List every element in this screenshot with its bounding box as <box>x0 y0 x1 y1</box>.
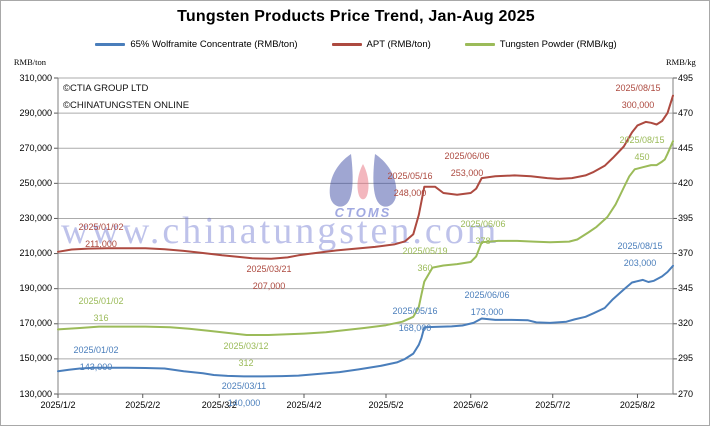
annotation-date: 2025/01/02 <box>73 345 119 355</box>
right-axis-tick-label: 295 <box>678 353 694 364</box>
annotation-date: 2025/06/06 <box>464 290 510 300</box>
x-axis-tick-label: 2025/1/2 <box>40 400 76 410</box>
annotation-date: 2025/03/21 <box>246 264 292 274</box>
annotation-wolframite: 2025/08/15 203,000 <box>578 238 702 272</box>
left-axis-unit: RMB/ton <box>13 57 46 67</box>
apt-line-swatch <box>331 43 362 46</box>
legend-item-powder: Tungsten Powder (RMB/kg) <box>464 39 617 50</box>
annotation-date: 2025/03/11 <box>221 381 267 391</box>
left-axis-tick-label: 170,000 <box>19 318 52 329</box>
annotation-value: 168,000 <box>398 323 432 333</box>
right-axis-tick-label: 270 <box>678 388 694 399</box>
legend-label-powder: Tungsten Powder (RMB/kg) <box>499 39 617 50</box>
right-axis-tick-label: 470 <box>678 107 694 118</box>
copyright-text: ©CTIA GROUP LTD ©CHINATUNGSTEN ONLINE <box>63 80 189 114</box>
annotation-powder: 2025/08/15 450 <box>580 132 704 166</box>
annotation-powder: 2025/03/12 312 <box>184 338 308 372</box>
x-axis-tick-label: 2025/2/2 <box>125 400 161 410</box>
annotation-value: 300,000 <box>621 100 655 110</box>
annotation-value: 450 <box>634 152 650 162</box>
annotation-powder: 2025/01/02 316 <box>39 293 163 327</box>
annotation-date: 2025/08/15 <box>615 83 661 93</box>
powder-line-swatch <box>464 43 495 46</box>
annotation-apt: 2025/08/15 300,000 <box>576 80 700 114</box>
annotation-value: 312 <box>238 358 254 368</box>
x-axis-tick-label: 2025/7/2 <box>535 400 571 410</box>
right-axis-tick-label: 370 <box>678 248 694 259</box>
x-axis-tick-label: 2025/4/2 <box>286 400 322 410</box>
logo-right-petal <box>373 154 397 207</box>
chart-title: Tungsten Products Price Trend, Jan-Aug 2… <box>177 8 535 25</box>
left-axis-tick-label: 310,000 <box>19 72 52 83</box>
watermark-logo: CTOMS <box>329 154 397 220</box>
annotation-date: 2025/06/06 <box>444 151 490 161</box>
legend: 65% Wolframite Concentrate (RMB/ton) APT… <box>1 39 709 50</box>
wolframite-line-swatch <box>95 43 126 46</box>
annotation-date: 2025/08/15 <box>619 135 665 145</box>
annotation-value: 140,000 <box>227 398 261 408</box>
annotation-wolframite: 2025/05/16 168,000 <box>353 303 477 337</box>
series-line-wolframite <box>57 264 674 378</box>
x-axis-tick-label: 2025/5/2 <box>368 400 404 410</box>
annotation-value: 207,000 <box>252 281 286 291</box>
annotation-wolframite: 2025/03/11 140,000 <box>182 378 306 412</box>
annotation-date: 2025/03/12 <box>223 341 269 351</box>
right-axis-tick-label: 395 <box>678 212 694 223</box>
legend-item-apt: APT (RMB/ton) <box>331 39 431 50</box>
annotation-apt: 2025/03/21 207,000 <box>207 261 331 295</box>
right-axis-tick-label: 445 <box>678 142 694 153</box>
left-axis-tick-label: 190,000 <box>19 283 52 294</box>
annotation-date: 2025/05/16 <box>392 306 438 316</box>
x-axis-tick-label: 2025/3/2 <box>201 400 237 410</box>
right-axis-tick-label: 345 <box>678 283 694 294</box>
annotation-value: 173,000 <box>470 307 504 317</box>
copyright-line-1: ©CTIA GROUP LTD <box>63 83 149 94</box>
left-axis-tick-label: 210,000 <box>19 248 52 259</box>
annotation-apt: 2025/06/06 253,000 <box>405 148 529 182</box>
left-axis-tick-label: 290,000 <box>19 107 52 118</box>
annotation-value: 253,000 <box>450 168 484 178</box>
logo-center-petal <box>357 164 369 200</box>
annotation-value: 143,000 <box>79 362 113 372</box>
left-axis-tick-label: 270,000 <box>19 142 52 153</box>
logo-left-petal <box>329 154 353 207</box>
annotation-date: 2025/08/15 <box>617 241 663 251</box>
annotation-value: 203,000 <box>623 258 657 268</box>
left-axis-tick-label: 150,000 <box>19 353 52 364</box>
annotation-value: 360 <box>417 263 433 273</box>
logo-text: CTOMS <box>335 205 392 220</box>
right-axis-tick-label: 320 <box>678 318 694 329</box>
legend-label-apt: APT (RMB/ton) <box>366 39 431 50</box>
watermark-url: www.chinatungsten.com <box>61 210 500 252</box>
annotation-value: 316 <box>93 313 109 323</box>
legend-label-wolframite: 65% Wolframite Concentrate (RMB/ton) <box>130 39 298 50</box>
right-axis-tick-label: 495 <box>678 72 694 83</box>
annotation-date: 2025/01/02 <box>78 296 124 306</box>
x-axis-tick-label: 2025/8/2 <box>619 400 655 410</box>
right-axis-unit: RMB/kg <box>666 57 696 67</box>
left-axis-tick-label: 230,000 <box>19 212 52 223</box>
legend-item-wolframite: 65% Wolframite Concentrate (RMB/ton) <box>95 39 298 50</box>
right-axis-tick-label: 420 <box>678 177 694 188</box>
annotation-wolframite: 2025/01/02 143,000 <box>34 342 158 376</box>
x-axis-tick-label: 2025/6/2 <box>453 400 489 410</box>
annotation-wolframite: 2025/06/06 173,000 <box>425 287 549 321</box>
left-axis-tick-label: 250,000 <box>19 177 52 188</box>
left-axis-tick-label: 130,000 <box>19 388 52 399</box>
copyright-line-2: ©CHINATUNGSTEN ONLINE <box>63 100 190 111</box>
